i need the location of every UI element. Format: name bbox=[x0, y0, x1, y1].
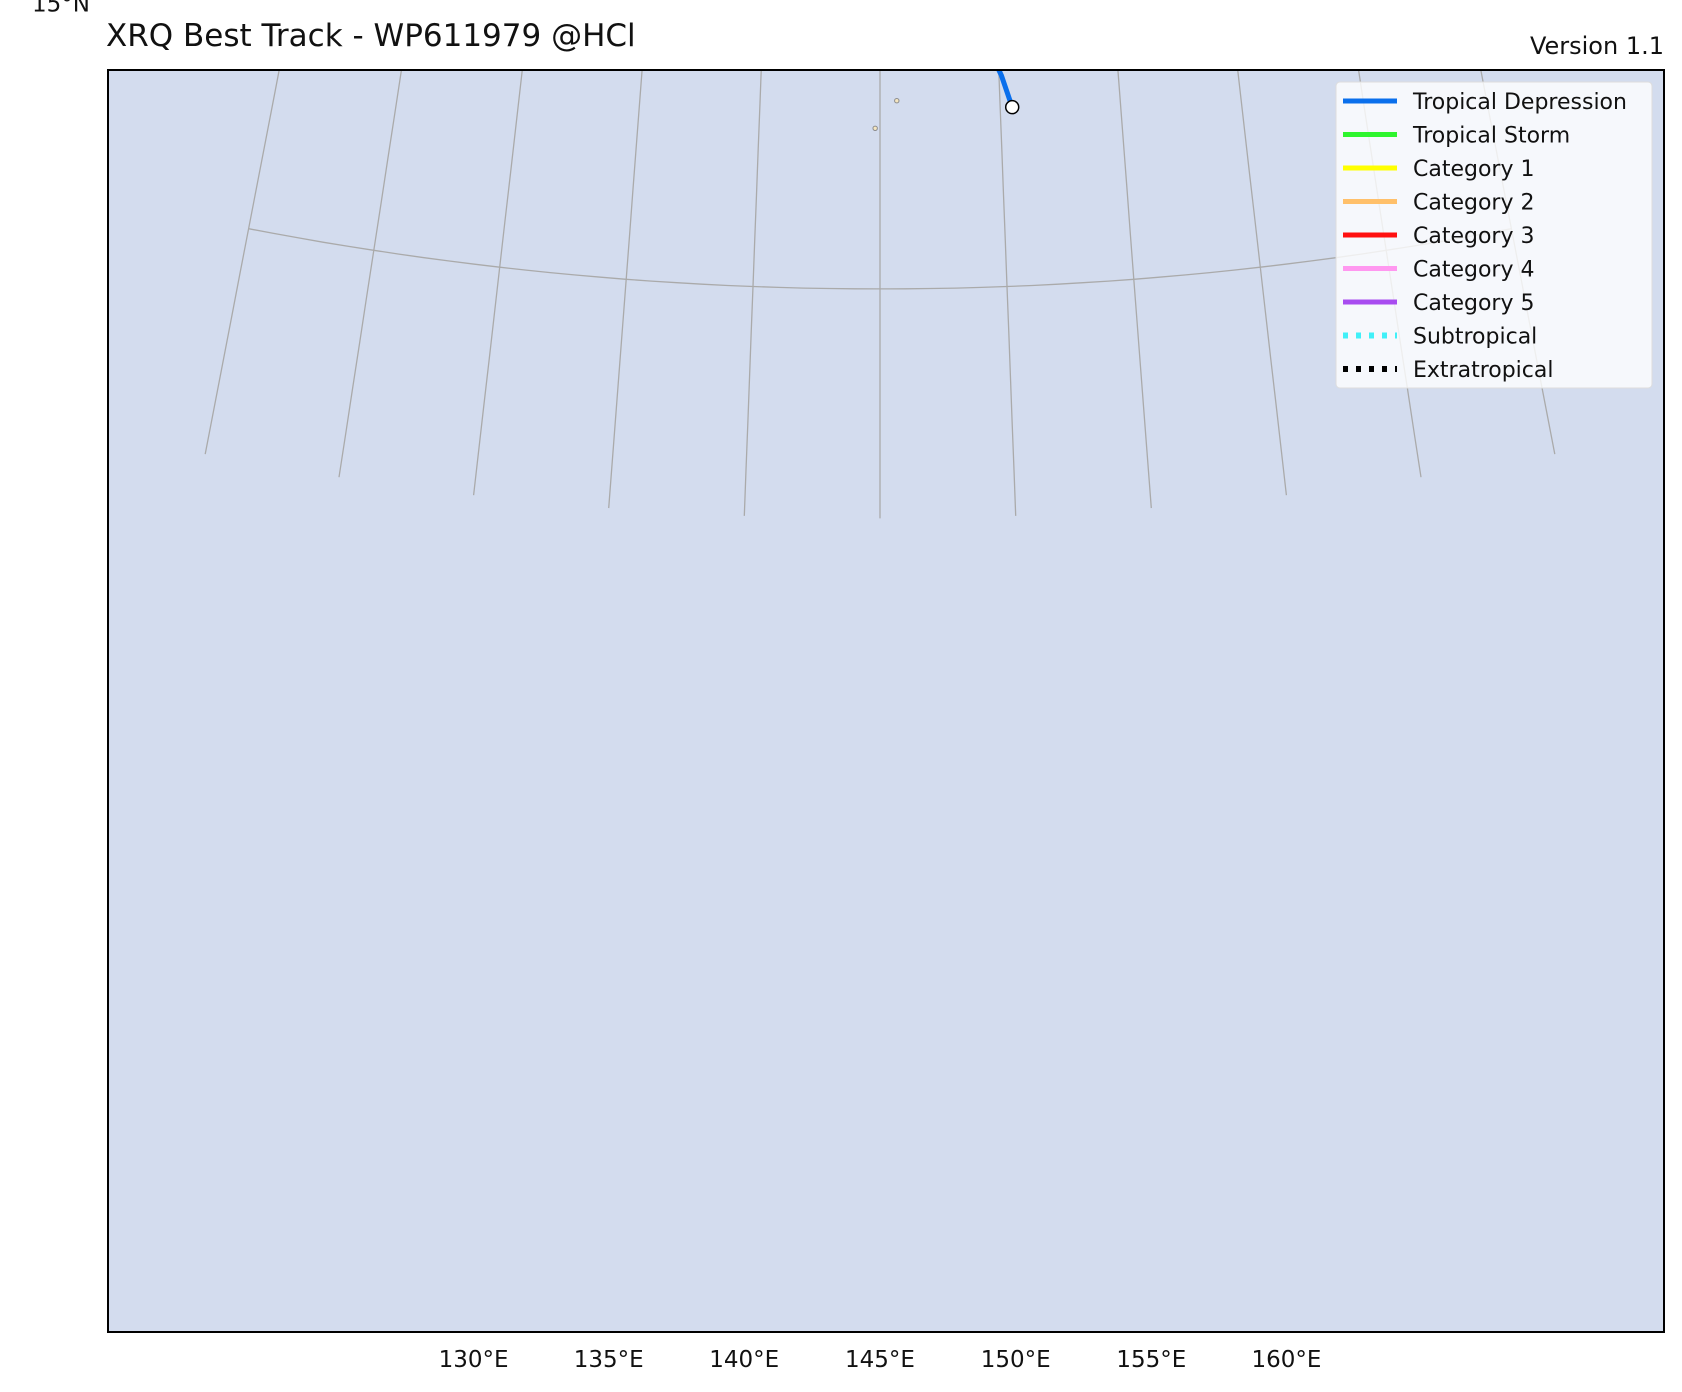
lon-label: 130°E bbox=[439, 1347, 509, 1373]
small-island bbox=[872, 125, 878, 131]
meridian-line bbox=[472, 70, 523, 496]
lon-label: 135°E bbox=[574, 1347, 644, 1373]
meridian-line bbox=[338, 70, 403, 478]
track-point-00z bbox=[982, 41, 996, 55]
meridian-line bbox=[204, 70, 280, 455]
legend-label: Tropical Depression bbox=[1412, 90, 1627, 115]
version-label: Version 1.1 bbox=[1529, 32, 1664, 60]
lon-label: 150°E bbox=[981, 1347, 1051, 1373]
track-segment-ts bbox=[912, 0, 988, 48]
small-island bbox=[894, 97, 900, 104]
legend: Tropical Depression Tropical Storm Categor… bbox=[1335, 81, 1653, 389]
legend-label: Extratropical bbox=[1413, 358, 1554, 383]
lon-labels: 130°E 135°E 140°E 145°E 150°E 155°E 160°E bbox=[439, 1347, 1322, 1373]
legend-label: Category 4 bbox=[1413, 258, 1534, 283]
legend-label: Category 2 bbox=[1413, 191, 1534, 216]
lat-label: 15°N bbox=[32, 0, 90, 17]
legend-label: Category 3 bbox=[1413, 224, 1534, 249]
meridian-line bbox=[1237, 70, 1288, 496]
track-point-12z bbox=[1004, 99, 1020, 115]
land-layer bbox=[872, 0, 900, 131]
lon-label: 155°E bbox=[1116, 1347, 1186, 1373]
legend-label: Tropical Storm bbox=[1412, 124, 1570, 149]
legend-label: Subtropical bbox=[1413, 325, 1537, 350]
small-island bbox=[894, 0, 898, 2]
meridian-line bbox=[1117, 70, 1152, 509]
meridian-line bbox=[608, 70, 643, 509]
lon-label: 140°E bbox=[709, 1347, 779, 1373]
storm-track bbox=[912, 0, 1015, 109]
legend-box bbox=[1335, 81, 1653, 389]
legend-label: Category 1 bbox=[1413, 157, 1534, 182]
lon-label: 145°E bbox=[845, 1347, 915, 1373]
small-island bbox=[892, 53, 896, 57]
meridian-line bbox=[743, 70, 762, 516]
small-island bbox=[883, 57, 887, 61]
lat-labels: 15°N20°N25°N30°N35°N40°N bbox=[32, 0, 90, 17]
legend-label: Category 5 bbox=[1413, 291, 1534, 316]
track-segment-td bbox=[996, 70, 1015, 109]
track-markers bbox=[982, 41, 1020, 115]
parallel-line bbox=[292, 3, 1468, 59]
map-frame bbox=[107, 69, 1665, 1333]
meridian-line bbox=[998, 70, 1017, 516]
map-title: XRQ Best Track - WP611979 @HCl bbox=[106, 18, 636, 54]
lon-label: 160°E bbox=[1251, 1347, 1321, 1373]
